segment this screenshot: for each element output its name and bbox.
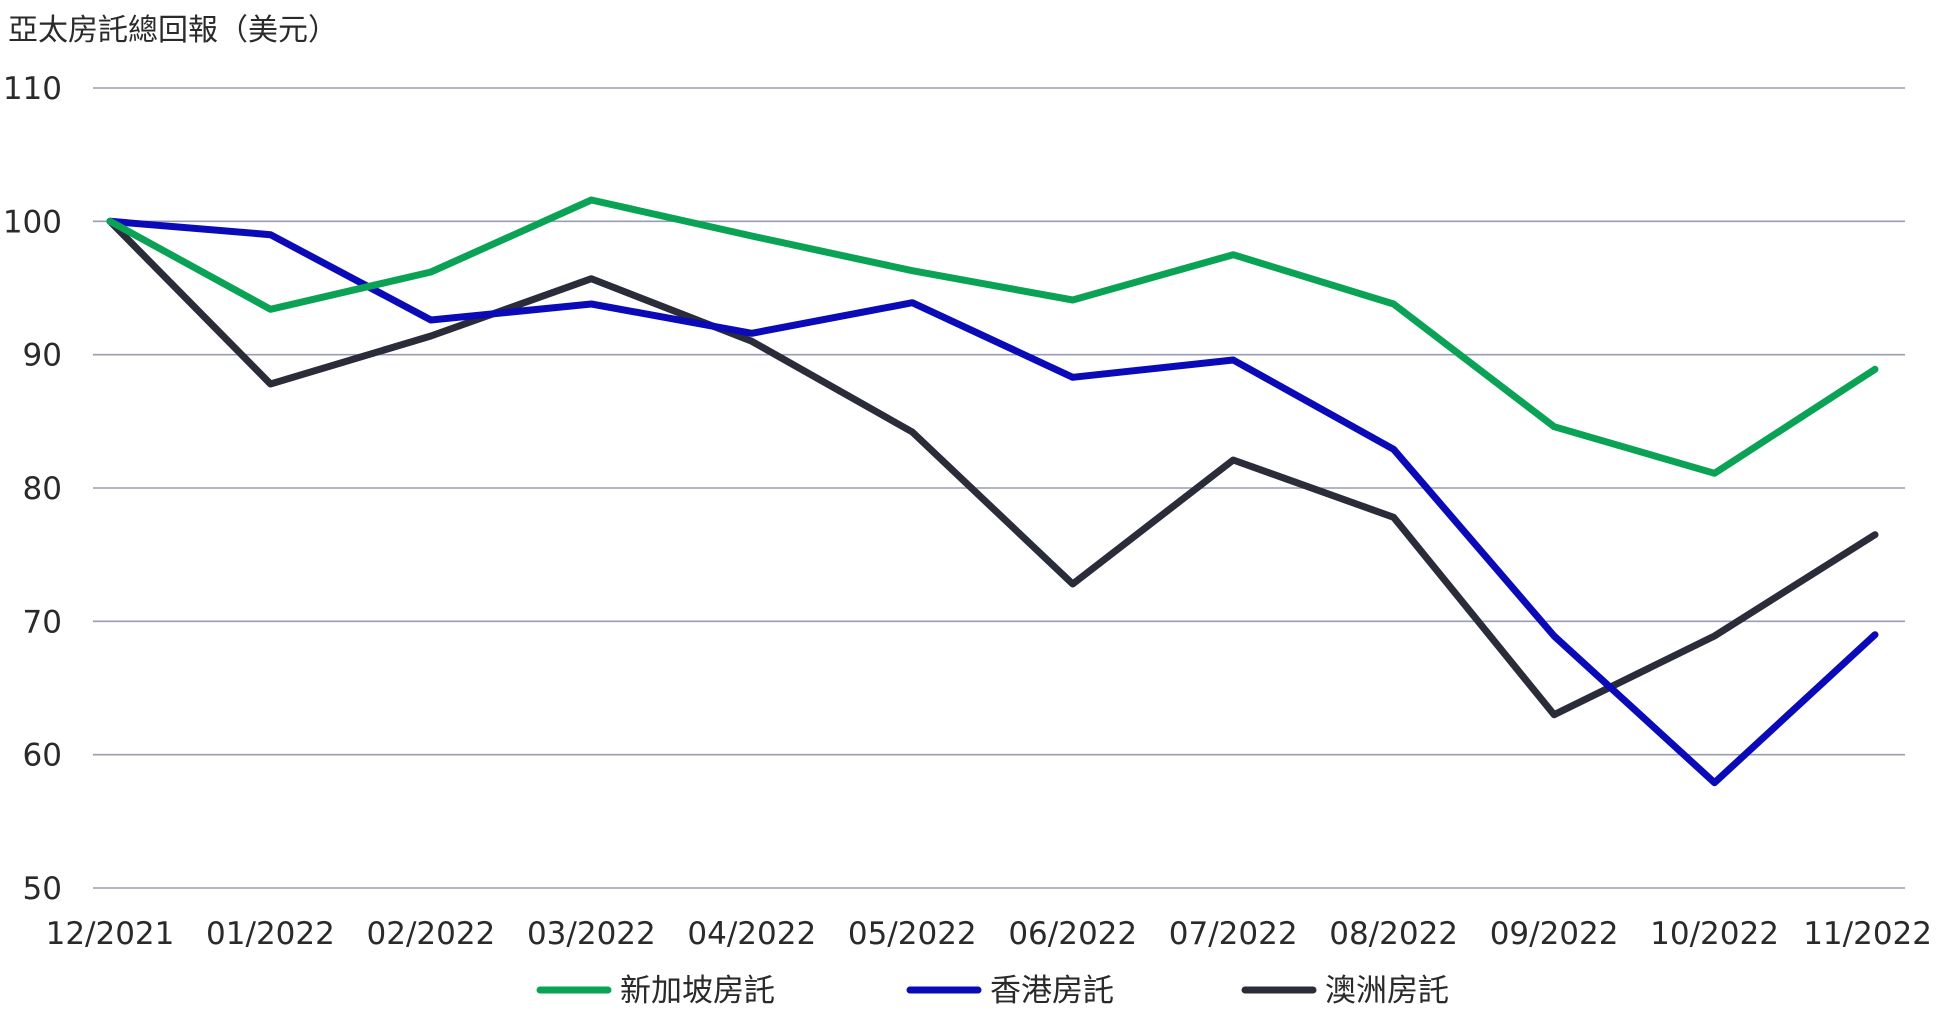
legend-label: 澳洲房託 <box>1325 973 1449 1009</box>
x-tick-label: 11/2022 <box>1803 916 1932 952</box>
y-tick-label: 110 <box>3 71 62 107</box>
y-axis-label: 亞太房託總回報（美元） <box>8 13 338 48</box>
x-tick-label: 06/2022 <box>1008 916 1137 952</box>
grid-lines <box>93 87 1905 889</box>
legend-label: 香港房託 <box>990 973 1114 1009</box>
x-tick-labels: 12/2021 01/2022 02/2022 03/2022 04/2022 05/20… <box>46 916 1932 952</box>
x-tick-label: 04/2022 <box>687 916 816 952</box>
y-tick-label: 100 <box>3 204 62 240</box>
x-tick-label: 10/2022 <box>1650 916 1779 952</box>
legend-label: 新加坡房託 <box>620 973 775 1009</box>
y-tick-label: 60 <box>23 738 62 774</box>
y-tick-label: 70 <box>23 604 62 640</box>
x-tick-label: 03/2022 <box>527 916 656 952</box>
y-tick-label: 80 <box>23 471 62 507</box>
y-tick-label: 90 <box>23 338 62 374</box>
series-line-3 <box>106 217 1879 719</box>
series-line-2 <box>106 217 1879 787</box>
x-tick-label: 07/2022 <box>1169 916 1298 952</box>
x-tick-label: 09/2022 <box>1490 916 1619 952</box>
x-tick-label: 02/2022 <box>367 916 496 952</box>
y-tick-labels: 50 60 70 80 90 100 110 <box>3 71 62 907</box>
legend: 新加坡房託 香港房託 澳洲房託 <box>536 973 1449 1009</box>
series-line-1 <box>106 196 1879 477</box>
x-tick-label: 05/2022 <box>848 916 977 952</box>
y-tick-label: 50 <box>23 871 62 907</box>
x-tick-label: 01/2022 <box>206 916 335 952</box>
x-tick-label: 08/2022 <box>1329 916 1458 952</box>
series-lines <box>106 196 1879 787</box>
x-tick-label: 12/2021 <box>46 916 175 952</box>
